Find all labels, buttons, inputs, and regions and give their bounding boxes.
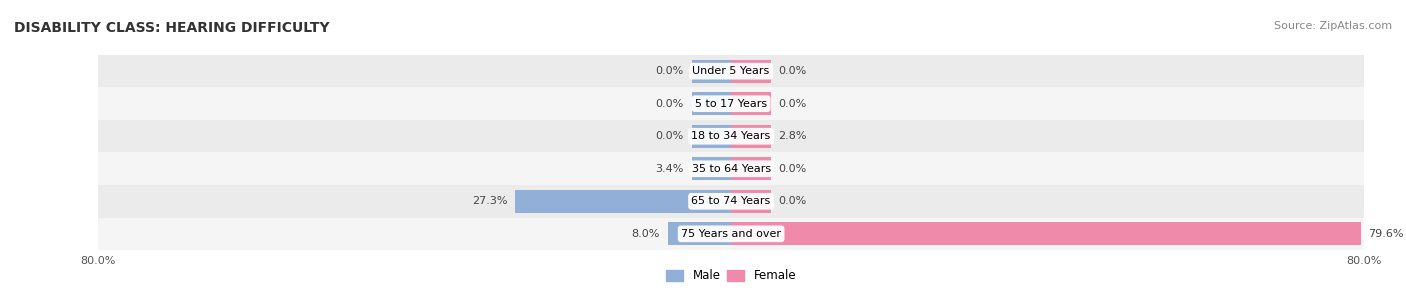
Legend: Male, Female: Male, Female	[661, 265, 801, 287]
Bar	[731, 60, 770, 83]
Bar	[98, 185, 1364, 217]
Bar	[98, 152, 1364, 185]
Bar	[692, 92, 731, 115]
Bar	[692, 157, 731, 180]
Text: 79.6%: 79.6%	[1368, 229, 1405, 239]
Text: 0.0%: 0.0%	[779, 66, 807, 76]
Text: 0.0%: 0.0%	[655, 66, 683, 76]
Bar	[731, 222, 1361, 245]
Bar	[668, 222, 731, 245]
Text: 0.0%: 0.0%	[655, 99, 683, 109]
Text: 0.0%: 0.0%	[779, 164, 807, 174]
Bar	[731, 125, 770, 148]
Bar	[731, 157, 770, 180]
Bar	[98, 88, 1364, 120]
Text: Source: ZipAtlas.com: Source: ZipAtlas.com	[1274, 21, 1392, 31]
Text: 0.0%: 0.0%	[779, 99, 807, 109]
Text: 2.8%: 2.8%	[779, 131, 807, 141]
Bar	[692, 125, 731, 148]
Text: DISABILITY CLASS: HEARING DIFFICULTY: DISABILITY CLASS: HEARING DIFFICULTY	[14, 21, 329, 35]
Bar	[98, 55, 1364, 88]
Text: 75 Years and over: 75 Years and over	[681, 229, 782, 239]
Text: 8.0%: 8.0%	[631, 229, 659, 239]
Text: 65 to 74 Years: 65 to 74 Years	[692, 196, 770, 206]
Bar	[515, 190, 731, 213]
Text: 5 to 17 Years: 5 to 17 Years	[695, 99, 768, 109]
Text: 27.3%: 27.3%	[472, 196, 508, 206]
Text: 35 to 64 Years: 35 to 64 Years	[692, 164, 770, 174]
Text: Under 5 Years: Under 5 Years	[693, 66, 769, 76]
Bar	[98, 120, 1364, 152]
Text: 0.0%: 0.0%	[655, 131, 683, 141]
Bar	[731, 92, 770, 115]
Text: 3.4%: 3.4%	[655, 164, 683, 174]
Text: 18 to 34 Years: 18 to 34 Years	[692, 131, 770, 141]
Bar	[98, 217, 1364, 250]
Bar	[731, 190, 770, 213]
Text: 0.0%: 0.0%	[779, 196, 807, 206]
Bar	[692, 60, 731, 83]
